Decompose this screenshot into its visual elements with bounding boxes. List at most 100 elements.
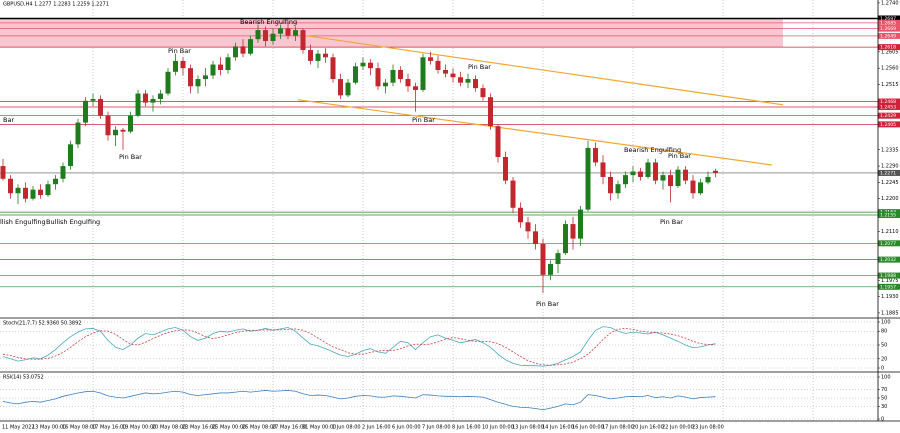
candle-body: [645, 162, 651, 177]
price-level-label: 1.2685: [880, 20, 896, 26]
candle-body: [53, 178, 58, 185]
candle-body: [405, 79, 411, 87]
y-tick-label: 70: [881, 387, 887, 393]
candle-body: [218, 64, 223, 70]
candle-body: [705, 176, 711, 183]
y-tick-label: 1.2200: [881, 196, 899, 202]
candle-body: [0, 166, 6, 179]
candle-body: [510, 180, 516, 208]
y-tick-label: 0: [881, 417, 884, 423]
candle-body: [383, 82, 388, 87]
x-tick-label: 20 May 08:00: [152, 425, 186, 431]
candle-body: [375, 68, 381, 87]
candle-body: [128, 115, 133, 132]
candle-body: [428, 57, 433, 61]
price-level-label: 1.1957: [880, 284, 896, 290]
candle-body: [248, 39, 253, 54]
candle-body: [135, 93, 141, 116]
candle-body: [278, 28, 283, 34]
candle-body: [638, 171, 643, 177]
price-level-label: 1.2468: [880, 99, 896, 105]
candle-body: [23, 187, 28, 199]
pattern-annotation: Pin Bar: [119, 153, 142, 161]
candle-body: [30, 189, 36, 199]
pattern-annotation: Bearish Engulfing: [624, 146, 681, 154]
candle-body: [45, 184, 51, 196]
price-level-label: 1.2649: [880, 33, 896, 39]
x-tick-label: 2 Jun 16:00: [362, 425, 391, 431]
candle-body: [90, 98, 96, 101]
candle-body: [38, 189, 43, 196]
chart-title: GBPUSD,H4 1.2277 1.2283 1.2259 1.2271: [3, 2, 109, 8]
x-tick-label: 13 Jun 08:00: [512, 425, 544, 431]
x-tick-label: 31 May 00:00: [302, 425, 336, 431]
x-tick-label: 22 Jun 00:00: [662, 425, 694, 431]
price-level-tag: [878, 19, 900, 26]
candle-body: [540, 244, 546, 275]
candle-body: [593, 147, 598, 163]
y-tick-label: 80: [881, 329, 887, 335]
pattern-annotation: Pin Bar: [536, 300, 559, 308]
indicator-line: [2, 328, 716, 366]
price-level-label: 1.2405: [880, 122, 896, 128]
y-tick-label: 1.2515: [881, 82, 899, 88]
x-tick-label: 8 Jun 16:00: [452, 425, 481, 431]
y-tick-label: 1.2110: [881, 229, 899, 235]
pattern-annotation: Bullish Engulfing: [46, 218, 100, 226]
candle-body: [413, 86, 418, 90]
candle-body: [68, 144, 73, 167]
y-tick-label: 1.2605: [881, 49, 899, 55]
x-tick-label: 20 Jun 16:00: [632, 425, 664, 431]
trendline: [297, 99, 772, 166]
price-level-tag: [878, 44, 900, 51]
price-level-tag: [878, 103, 900, 110]
candle-body: [630, 171, 636, 176]
candle-body: [525, 222, 531, 232]
candle-body: [480, 88, 486, 98]
price-level-tag: [878, 25, 900, 32]
candle-body: [443, 69, 448, 74]
candle-body: [555, 253, 561, 264]
y-tick-label: 1.1975: [881, 278, 899, 284]
price-level-tag: [878, 240, 900, 247]
candle-body: [698, 182, 703, 194]
pattern-annotation: llish Engulfing: [0, 218, 46, 226]
y-tick-label: 1.2245: [881, 180, 899, 186]
x-tick-label: 14 Jun 16:00: [542, 425, 574, 431]
x-tick-label: 13 May 00:00: [32, 425, 66, 431]
price-level-tag: [878, 283, 900, 290]
x-tick-label: 10 Jun 00:00: [482, 425, 514, 431]
price-level-tag: [878, 256, 900, 263]
candle-body: [435, 60, 441, 70]
candle-body: [105, 115, 111, 136]
x-tick-label: 25 May 00:00: [212, 425, 246, 431]
price-level-label: 1.2032: [880, 257, 896, 263]
candle-body: [473, 79, 478, 89]
price-level-label: 1.2453: [880, 104, 896, 110]
price-level-label: 1.2697: [880, 16, 896, 22]
candle-body: [600, 162, 606, 177]
candle-body: [98, 98, 103, 116]
x-tick-label: 7 Jun 08:00: [422, 425, 451, 431]
candle-body: [345, 82, 351, 96]
candle-body: [158, 93, 163, 99]
candle-body: [83, 100, 88, 123]
price-level-label: 1.2077: [880, 241, 896, 247]
y-tick-label: 50: [881, 343, 887, 349]
y-tick-label: 50: [881, 396, 887, 402]
pattern-annotation: Pin Bar: [168, 47, 191, 55]
price-level-label: 1.2271: [880, 170, 896, 176]
x-tick-label: 6 Jun 00:00: [392, 425, 421, 431]
indicator-line: [2, 326, 716, 367]
y-tick-label: 30: [881, 404, 887, 410]
candle-body: [285, 28, 291, 36]
candle-body: [390, 69, 396, 83]
y-tick-label: 1.2335: [881, 147, 899, 153]
candle-body: [360, 62, 366, 67]
candle-body: [713, 170, 718, 173]
price-level-tag: [878, 169, 900, 176]
candle-body: [165, 71, 171, 94]
candle-body: [330, 57, 336, 80]
